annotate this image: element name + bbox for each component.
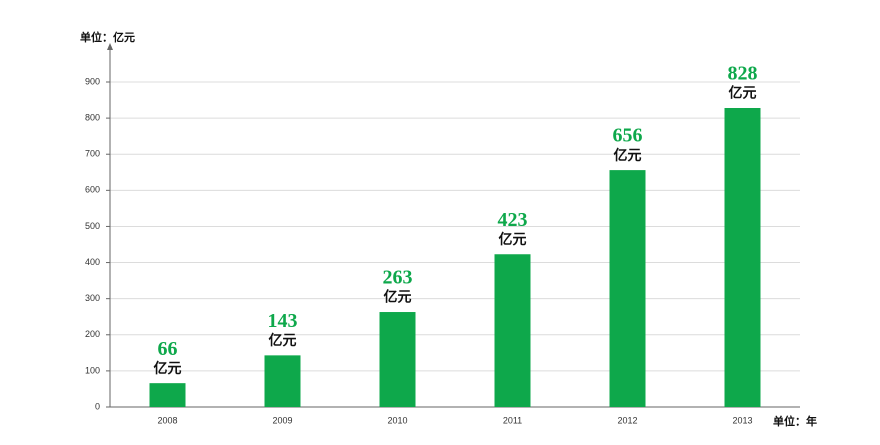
value-unit: 亿元 bbox=[269, 332, 297, 348]
value-label: 828 bbox=[728, 63, 758, 85]
value-label: 656 bbox=[613, 125, 643, 147]
y-tick-label: 600 bbox=[85, 185, 100, 195]
x-tick-label: 2010 bbox=[387, 415, 407, 425]
value-unit: 亿元 bbox=[729, 85, 757, 101]
x-tick-label: 2009 bbox=[272, 415, 292, 425]
x-tick-label: 2013 bbox=[732, 415, 752, 425]
bar bbox=[379, 312, 416, 407]
y-tick-label: 100 bbox=[85, 365, 100, 375]
y-tick-label: 0 bbox=[95, 401, 100, 411]
bar bbox=[264, 355, 301, 407]
value-label: 263 bbox=[383, 267, 413, 289]
value-unit: 亿元 bbox=[384, 289, 412, 305]
value-label: 423 bbox=[498, 209, 528, 231]
y-axis-label: 单位：亿元 bbox=[80, 30, 135, 44]
x-axis-label: 单位：年 bbox=[773, 414, 817, 428]
bar bbox=[724, 108, 761, 407]
y-tick-label: 400 bbox=[85, 257, 100, 267]
x-tick-label: 2008 bbox=[157, 415, 177, 425]
x-tick-label: 2011 bbox=[503, 415, 522, 425]
y-axis-arrow bbox=[107, 43, 113, 50]
value-label: 66 bbox=[158, 338, 178, 360]
y-tick-label: 900 bbox=[85, 76, 100, 86]
x-tick-label: 2012 bbox=[617, 415, 637, 425]
bar bbox=[609, 170, 646, 407]
value-unit: 亿元 bbox=[499, 231, 527, 247]
value-unit: 亿元 bbox=[614, 147, 642, 163]
y-tick-label: 500 bbox=[85, 221, 100, 231]
y-tick-label: 700 bbox=[85, 149, 100, 159]
bar bbox=[149, 383, 186, 407]
y-tick-label: 800 bbox=[85, 112, 100, 122]
bar bbox=[494, 254, 531, 407]
value-label: 143 bbox=[268, 310, 298, 332]
value-unit: 亿元 bbox=[154, 360, 182, 376]
y-tick-label: 300 bbox=[85, 293, 100, 303]
y-tick-label: 200 bbox=[85, 329, 100, 339]
